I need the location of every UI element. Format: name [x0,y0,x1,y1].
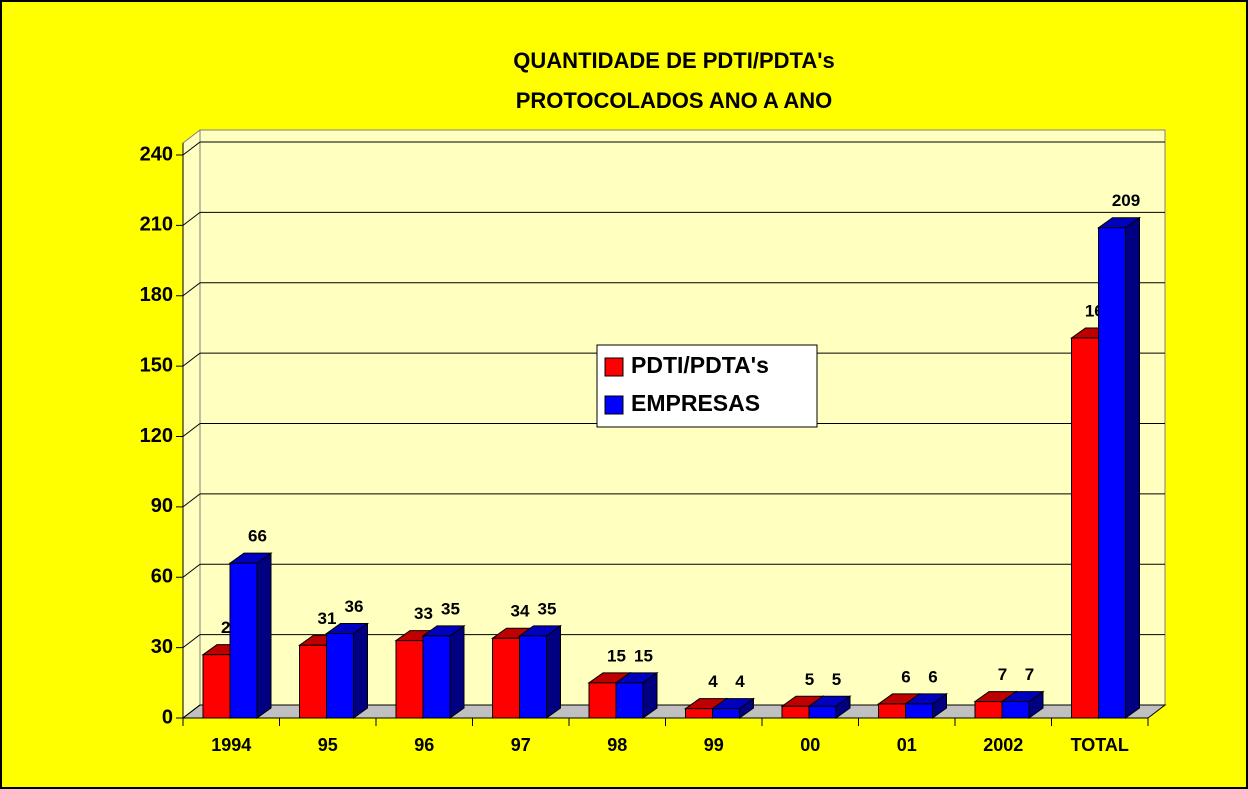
side-wall [182,128,201,720]
bar [905,703,933,719]
data-label: 15 [634,646,653,665]
data-label: 34 [511,602,530,621]
data-label: 4 [708,672,718,691]
bar [808,705,837,719]
bar [519,635,547,719]
y-tick-label: 120 [140,425,173,447]
data-label: 6 [901,667,910,686]
bar [878,703,906,719]
x-tick-label: TOTAL [1071,735,1129,755]
data-label: 33 [414,604,433,623]
bar-side [546,624,561,719]
data-label: 5 [832,670,841,689]
bar [299,644,327,719]
y-tick-label: 210 [140,214,173,236]
y-tick-label: 30 [151,636,173,658]
grid-line [182,282,201,297]
data-label: 36 [345,597,364,616]
x-tick-label: 97 [511,735,531,755]
legend-label: PDTI/PDTA's [631,352,769,378]
data-label: 4 [735,672,745,691]
x-tick-label: 96 [414,735,434,755]
grid-line [182,423,201,437]
bar [395,640,424,719]
bar-side [1125,216,1140,719]
y-tick-label: 60 [151,566,173,588]
x-tick-label: 95 [318,735,338,755]
bar [712,708,740,719]
chart-title: QUANTIDADE DE PDTI/PDTA's [513,48,834,73]
y-tick-label: 240 [140,143,173,165]
legend-box [596,344,818,428]
grid-line [182,141,201,156]
y-tick-label: 0 [162,706,173,728]
x-tick-label: 00 [800,735,820,755]
data-label: 5 [805,670,814,689]
x-tick-label: 98 [607,735,627,755]
grid-line [182,211,201,226]
data-label: 15 [607,646,626,665]
bar [615,682,644,719]
bar-side [256,552,272,719]
data-label: 66 [248,527,267,546]
legend-swatch [604,395,624,415]
chart-title: PROTOCOLADOS ANO A ANO [516,88,833,113]
bar [781,705,810,719]
x-tick-label: 01 [897,735,917,755]
x-tick-label: 99 [704,735,724,755]
x-tick-label: 1994 [211,735,251,755]
bar [1071,337,1099,719]
bar [229,562,258,719]
bar-side [449,624,465,719]
bar [1001,701,1030,719]
grid-line [182,704,201,719]
bar [974,701,1003,719]
y-tick-label: 150 [140,354,173,376]
legend-label: EMPRESAS [631,390,760,416]
bar [1098,227,1126,719]
legend: PDTI/PDTA's EMPRESAS [596,344,818,428]
bar [326,633,354,719]
data-label: 31 [318,609,337,628]
data-label: 7 [1025,665,1034,684]
grid-line [182,563,201,578]
bar [492,637,520,719]
bar-side [353,622,368,719]
bar [422,635,451,719]
bar [202,654,231,719]
data-label: 35 [441,599,460,618]
data-label: 7 [998,665,1007,684]
data-label: 6 [928,667,937,686]
grid-line [182,493,201,508]
grid-line [182,352,201,367]
data-label: 35 [538,599,557,618]
bar [588,682,617,719]
y-tick-label: 180 [140,284,173,306]
legend-swatch [604,357,624,377]
bar [685,708,713,719]
x-tick-label: 2002 [983,735,1023,755]
data-label: 209 [1112,191,1140,210]
y-tick-label: 90 [151,495,173,517]
grid-line [182,634,201,649]
